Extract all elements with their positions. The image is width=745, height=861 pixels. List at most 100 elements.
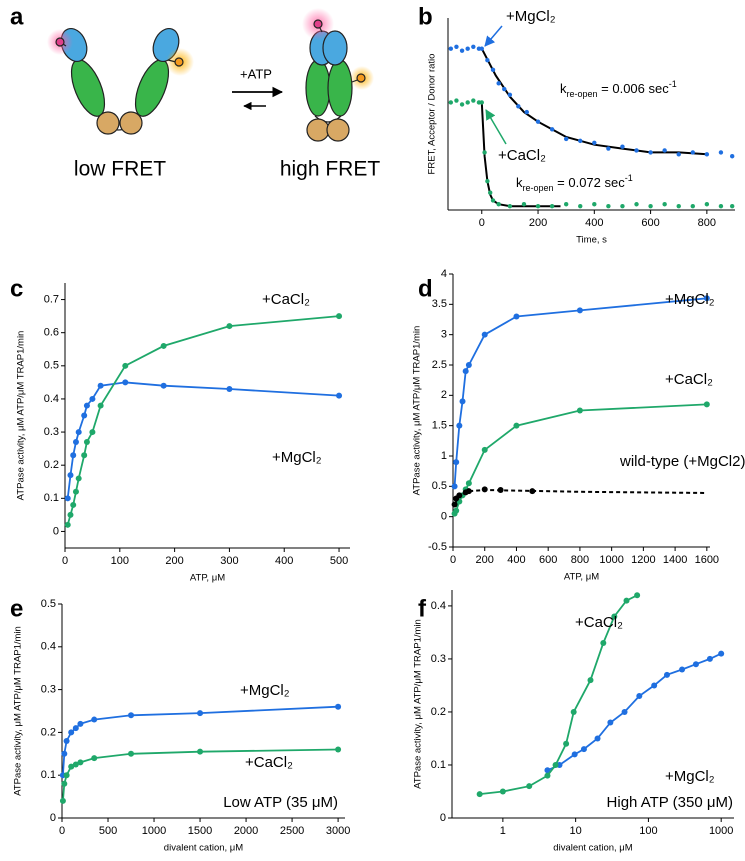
series-label: +CaCl₂: [665, 371, 713, 388]
data-point: [456, 492, 463, 499]
data-point: [197, 748, 204, 755]
panel-letter: d: [418, 275, 433, 302]
y-tick-label: 0.1: [44, 492, 59, 504]
data-point: [692, 661, 699, 668]
data-point: [471, 98, 476, 103]
data-point: [488, 190, 493, 195]
y-tick-label: 0.2: [431, 706, 446, 718]
data-point: [226, 386, 233, 392]
x-tick-label: 400: [275, 555, 293, 567]
x-tick-label: 100: [111, 555, 129, 567]
data-point: [662, 202, 667, 207]
rate-superscript: -1: [625, 173, 633, 183]
data-point: [454, 98, 459, 103]
data-point: [676, 203, 681, 209]
data-point: [72, 439, 79, 445]
y-axis-label: ATPase activity, μM ATP/μM TRAP1/min: [412, 326, 423, 496]
data-point: [72, 725, 79, 732]
x-tick-label: 200: [476, 554, 494, 566]
x-tick-label: 400: [507, 554, 525, 566]
data-point: [544, 767, 551, 774]
data-point: [479, 100, 484, 105]
data-point: [497, 486, 504, 493]
y-tick-label: 0.5: [41, 598, 56, 610]
data-point: [485, 58, 490, 63]
panel-letter: b: [418, 3, 433, 30]
y-tick-label: 0.3: [41, 684, 56, 696]
data-point: [197, 710, 204, 717]
data-point: [453, 459, 460, 466]
data-point: [481, 446, 488, 453]
x-tick-label: 200: [165, 555, 183, 567]
x-tick-label: 0: [450, 554, 456, 566]
data-point: [611, 613, 618, 620]
data-point: [706, 655, 713, 662]
x-axis-label: divalent cation, μM: [164, 843, 243, 854]
series-label: +CaCl₂: [575, 614, 623, 631]
series-label: +MgCl₂: [665, 768, 715, 785]
x-axis-label: ATP, μM: [190, 573, 225, 584]
data-point: [513, 313, 520, 320]
data-point: [502, 86, 507, 92]
rate-annotation: kre-open = 0.072 sec-1: [516, 173, 633, 193]
data-point: [97, 402, 104, 409]
data-point: [580, 746, 587, 753]
x-tick-label: 600: [539, 554, 557, 566]
data-point: [704, 152, 710, 157]
data-point: [529, 488, 536, 495]
series-label: wild-type (+MgCl2): [619, 453, 745, 470]
y-axis-label: ATPase activity, μM ATP/μM TRAP1/min: [16, 331, 27, 501]
data-point: [465, 480, 472, 487]
series-line: [66, 315, 340, 526]
y-tick-label: 3: [441, 329, 447, 341]
x-tick-label: 1000: [709, 825, 733, 837]
y-tick-label: -0.5: [428, 541, 447, 553]
data-point: [571, 751, 578, 758]
data-point: [690, 203, 695, 209]
data-point: [606, 203, 611, 209]
x-tick-label: 0: [62, 555, 68, 567]
data-point: [122, 362, 129, 369]
data-point: [729, 203, 735, 209]
data-point: [81, 412, 88, 419]
y-tick-label: 0.1: [431, 759, 446, 771]
annotation-arrow: [484, 25, 503, 47]
x-tick-label: 500: [99, 825, 117, 837]
y-tick-label: 0.3: [431, 653, 446, 665]
rate-symbol: k: [516, 175, 523, 190]
data-point: [459, 102, 465, 107]
data-point: [451, 501, 458, 508]
data-point: [67, 511, 74, 518]
data-point: [570, 708, 577, 715]
x-axis-label: divalent cation, μM: [553, 843, 632, 854]
x-tick-label: 800: [571, 554, 589, 566]
data-point: [634, 202, 639, 207]
y-tick-label: 0.2: [44, 459, 59, 471]
data-point: [67, 472, 74, 479]
x-axis-label: ATP, μM: [564, 572, 599, 583]
data-point: [544, 772, 551, 779]
data-point: [68, 763, 75, 770]
rate-annotation: kre-open = 0.006 sec-1: [560, 79, 677, 99]
data-point: [64, 495, 71, 502]
data-point: [563, 740, 570, 747]
data-point: [576, 407, 583, 414]
data-point: [634, 592, 641, 599]
data-point: [718, 150, 724, 155]
x-tick-label: 600: [641, 217, 659, 229]
rate-text: = 0.006 sec: [598, 81, 670, 96]
data-point: [335, 746, 342, 753]
data-point: [77, 720, 84, 727]
data-point: [535, 119, 541, 124]
data-point: [507, 92, 513, 98]
data-point: [462, 368, 469, 375]
x-tick-label: 2500: [280, 825, 304, 837]
rate-symbol: k: [560, 81, 567, 96]
data-point: [122, 379, 129, 386]
series-label: +CaCl₂: [245, 754, 293, 771]
x-tick-label: 800: [698, 217, 716, 229]
data-point: [576, 307, 583, 314]
x-tick-label: 1400: [663, 554, 687, 566]
data-point: [226, 323, 233, 330]
